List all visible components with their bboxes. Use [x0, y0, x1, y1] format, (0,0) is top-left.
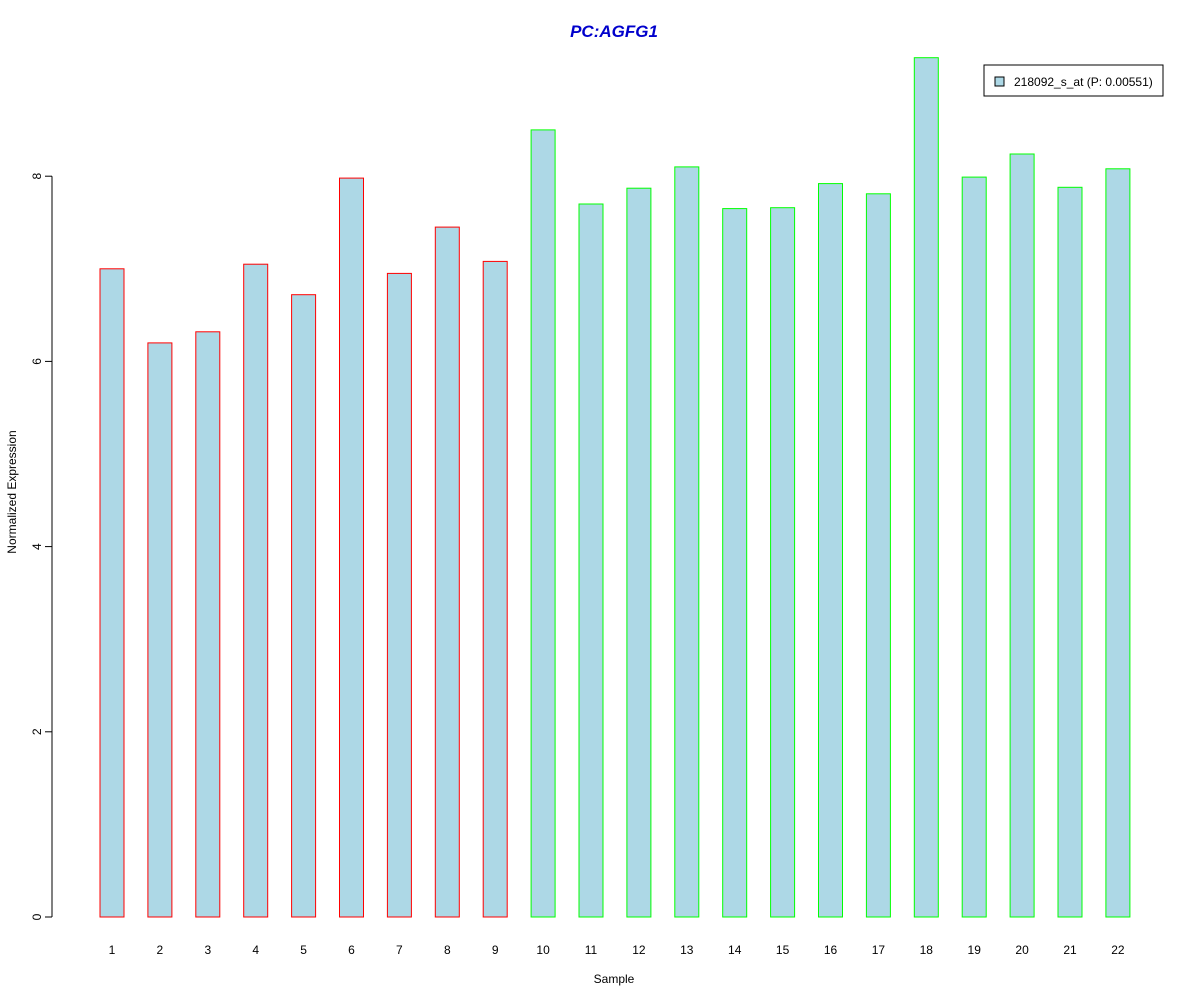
legend-box [983, 64, 1164, 97]
bar-sample-15 [770, 207, 796, 918]
bar-sample-13 [674, 166, 700, 918]
x-tick-label: 5 [300, 943, 307, 957]
bar-sample-14 [722, 208, 748, 918]
x-tick-label: 14 [728, 943, 742, 957]
y-tick-label: 0 [30, 913, 44, 920]
bar-sample-17 [865, 193, 891, 918]
bar-sample-1 [99, 268, 125, 918]
y-axis-title: Normalized Expression [5, 430, 19, 553]
x-tick-label: 7 [396, 943, 403, 957]
x-axis-title: Sample [594, 972, 635, 986]
bar-sample-9 [482, 260, 508, 918]
x-tick-label: 22 [1111, 943, 1125, 957]
bars-layer [99, 57, 1131, 918]
bar-sample-3 [195, 331, 221, 918]
legend: 218092_s_at (P: 0.00551) [983, 64, 1164, 97]
bar-sample-11 [578, 203, 604, 918]
bar-sample-8 [434, 226, 460, 918]
y-tick-label: 6 [30, 358, 44, 365]
x-tick-label: 17 [872, 943, 886, 957]
x-tick-label: 2 [157, 943, 164, 957]
bar-sample-10 [530, 129, 556, 918]
x-tick-label: 18 [920, 943, 934, 957]
bar-sample-7 [386, 272, 412, 918]
x-tick-label: 19 [968, 943, 982, 957]
x-tick-label: 13 [680, 943, 694, 957]
legend-label: 218092_s_at (P: 0.00551) [1014, 75, 1153, 89]
y-tick-label: 8 [30, 173, 44, 180]
chart-title: PC:AGFG1 [570, 22, 658, 41]
bar-sample-19 [961, 176, 987, 918]
x-tick-label: 11 [585, 943, 598, 957]
x-axis-labels: 1 2 3 4 5 6 7 8 9 10 11 12 13 14 15 16 17 18 19 20 21 22 [109, 943, 1125, 957]
x-tick-label: 15 [776, 943, 790, 957]
bar-sample-16 [818, 183, 843, 918]
bar-sample-18 [913, 57, 939, 918]
legend-swatch [994, 76, 1005, 87]
x-tick-label: 21 [1063, 943, 1077, 957]
x-tick-label: 8 [444, 943, 451, 957]
y-axis: 0 2 4 6 8 [30, 173, 53, 920]
y-tick-label: 2 [30, 728, 44, 735]
bar-sample-22 [1105, 168, 1131, 918]
bar-sample-12 [626, 187, 652, 918]
bar-sample-21 [1057, 186, 1083, 918]
bar-sample-4 [243, 263, 269, 918]
y-tick-label: 4 [30, 543, 44, 550]
bar-sample-2 [147, 342, 173, 918]
x-tick-label: 12 [632, 943, 646, 957]
bar-sample-6 [339, 177, 364, 918]
x-tick-label: 9 [492, 943, 499, 957]
x-tick-label: 10 [536, 943, 550, 957]
x-tick-label: 16 [824, 943, 838, 957]
x-tick-label: 3 [204, 943, 211, 957]
x-tick-label: 4 [252, 943, 259, 957]
bar-sample-5 [291, 294, 317, 918]
bar-sample-20 [1009, 153, 1035, 918]
x-tick-label: 20 [1015, 943, 1029, 957]
x-tick-label: 6 [348, 943, 355, 957]
x-tick-label: 1 [109, 943, 116, 957]
